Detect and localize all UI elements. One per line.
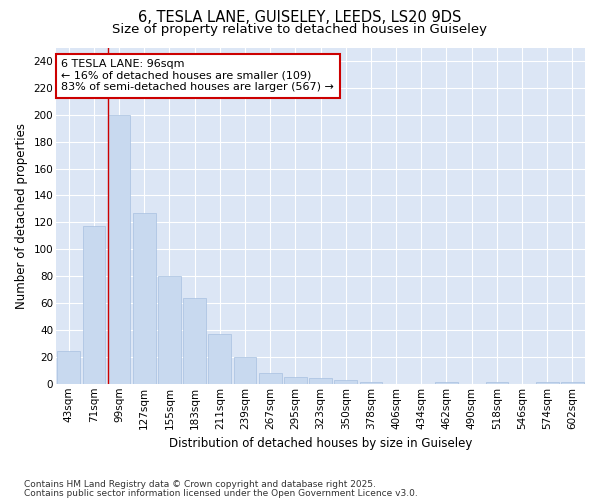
Bar: [58, 352, 80, 384]
Y-axis label: Number of detached properties: Number of detached properties: [15, 122, 28, 308]
Bar: [158, 276, 181, 384]
Bar: [536, 382, 559, 384]
Bar: [359, 382, 382, 384]
Text: 6, TESLA LANE, GUISELEY, LEEDS, LS20 9DS: 6, TESLA LANE, GUISELEY, LEEDS, LS20 9DS: [139, 10, 461, 25]
Bar: [233, 357, 256, 384]
X-axis label: Distribution of detached houses by size in Guiseley: Distribution of detached houses by size …: [169, 437, 472, 450]
Bar: [208, 334, 231, 384]
Text: 6 TESLA LANE: 96sqm
← 16% of detached houses are smaller (109)
83% of semi-detac: 6 TESLA LANE: 96sqm ← 16% of detached ho…: [61, 60, 334, 92]
Bar: [259, 373, 281, 384]
Bar: [561, 382, 584, 384]
Bar: [309, 378, 332, 384]
Bar: [334, 380, 357, 384]
Bar: [183, 298, 206, 384]
Bar: [83, 226, 105, 384]
Text: Contains public sector information licensed under the Open Government Licence v3: Contains public sector information licen…: [24, 489, 418, 498]
Bar: [284, 377, 307, 384]
Bar: [435, 382, 458, 384]
Bar: [485, 382, 508, 384]
Bar: [133, 213, 155, 384]
Text: Size of property relative to detached houses in Guiseley: Size of property relative to detached ho…: [113, 22, 487, 36]
Bar: [108, 115, 130, 384]
Text: Contains HM Land Registry data © Crown copyright and database right 2025.: Contains HM Land Registry data © Crown c…: [24, 480, 376, 489]
